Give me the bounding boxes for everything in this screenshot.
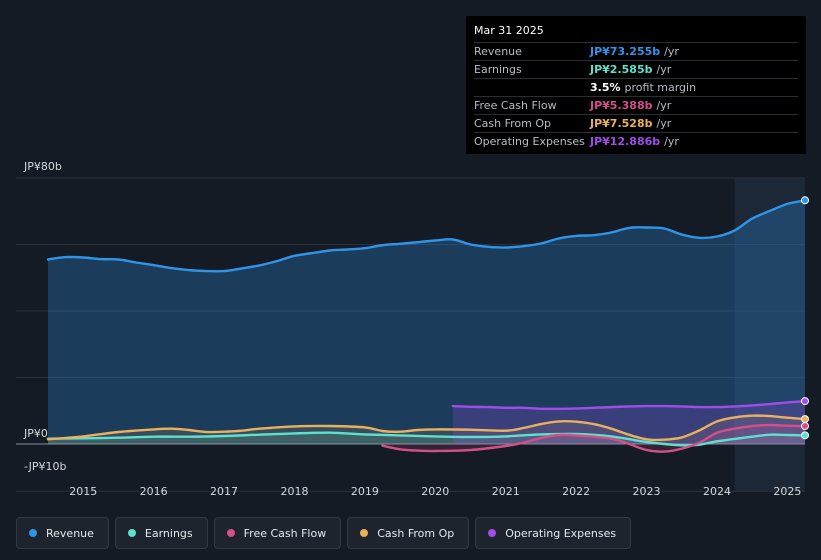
legend-label: Operating Expenses xyxy=(505,526,617,540)
tooltip-date: Mar 31 2025 xyxy=(474,24,544,37)
x-tick-label: 2024 xyxy=(703,485,731,498)
free-cash-flow-area xyxy=(382,425,805,452)
legend-item-revenue[interactable]: Revenue xyxy=(16,517,109,549)
free-cash-flow-end-marker[interactable] xyxy=(801,422,809,431)
tooltip-row-value: JP¥12.886b xyxy=(590,135,661,148)
chart-legend: Revenue Earnings Free Cash Flow Cash From O… xyxy=(16,517,632,549)
tooltip-row-label: Free Cash Flow xyxy=(474,99,557,112)
legend-dot-icon xyxy=(488,529,497,537)
series-areas xyxy=(48,200,805,452)
legend-dot-icon xyxy=(360,529,369,537)
cash-from-op-line xyxy=(46,414,807,442)
tooltip-rows: Revenue JP¥73.255b/yr Earnings JP¥2.585b/yr… xyxy=(474,42,798,150)
revenue-line xyxy=(46,199,807,273)
tooltip-row-value: JP¥7.528b xyxy=(590,117,653,130)
revenue-area xyxy=(48,200,805,444)
operating-expenses-end-marker[interactable] xyxy=(801,397,809,406)
x-tick-label: 2020 xyxy=(421,485,449,498)
tooltip-row-unit: /yr xyxy=(656,117,672,130)
tooltip-row-unit: /yr xyxy=(664,135,679,148)
x-tick-label: 2022 xyxy=(562,485,590,498)
legend-dot-icon xyxy=(29,529,37,537)
earnings-end-marker[interactable] xyxy=(801,431,809,440)
tooltip-row: Operating Expenses JP¥12.886b/yr xyxy=(474,132,798,150)
legend-item-operating-expenses[interactable]: Operating Expenses xyxy=(475,517,632,549)
x-tick-label: 2025 xyxy=(773,485,801,498)
tooltip-row-label: Operating Expenses xyxy=(474,135,585,148)
gridlines xyxy=(16,177,805,492)
legend-item-free-cash-flow[interactable]: Free Cash Flow xyxy=(213,517,342,549)
tooltip-row: Cash From Op JP¥7.528b/yr xyxy=(474,114,798,132)
y-axis-top-label: JP¥80b xyxy=(23,160,62,173)
free-cash-flow-line xyxy=(381,423,807,453)
legend-dot-icon xyxy=(127,529,136,537)
legend-item-cash-from-op[interactable]: Cash From Op xyxy=(347,517,470,549)
data-tooltip: Mar 31 2025 Revenue JP¥73.255b/yr Earnings… xyxy=(466,16,806,154)
x-tick-label: 2016 xyxy=(140,485,168,498)
tooltip-row-label: Cash From Op xyxy=(474,117,552,130)
x-tick-label: 2015 xyxy=(69,485,97,498)
tooltip-row: Revenue JP¥73.255b/yr xyxy=(474,42,798,60)
tooltip-row-value: JP¥5.388b xyxy=(590,99,653,112)
cash-from-op-end-marker[interactable] xyxy=(801,415,809,424)
tooltip-row-unit: /yr xyxy=(656,63,672,76)
tooltip-row: Earnings JP¥2.585b/yr xyxy=(474,60,798,78)
revenue-end-marker[interactable] xyxy=(801,196,809,205)
y-axis-bottom-label: -JP¥10b xyxy=(24,460,66,473)
tooltip-row-value: 3.5% xyxy=(590,81,621,94)
legend-label: Revenue xyxy=(46,526,94,540)
x-tick-label: 2021 xyxy=(492,485,520,498)
tooltip-row-label: Earnings xyxy=(474,63,522,76)
operating-expenses-line xyxy=(451,399,807,411)
legend-label: Earnings xyxy=(144,526,193,540)
tooltip-row-value: JP¥73.255b xyxy=(590,45,661,58)
x-tick-label: 2023 xyxy=(633,485,661,498)
series-lines xyxy=(46,199,807,453)
x-axis-ticks: 2015 2016 2017 2018 2019 2020 2021 2022 2023 2024… xyxy=(69,485,801,498)
tooltip-row-unit: /yr xyxy=(664,45,679,58)
tooltip-row-label: Revenue xyxy=(474,45,522,58)
tooltip-row-unit: /yr xyxy=(656,99,672,112)
x-tick-label: 2017 xyxy=(210,485,238,498)
tooltip-row: 3.5% profit margin xyxy=(474,78,798,96)
x-tick-label: 2018 xyxy=(280,485,308,498)
past-year-highlight xyxy=(734,178,805,492)
legend-label: Cash From Op xyxy=(377,526,455,540)
tooltip-row-unit: profit margin xyxy=(624,81,697,94)
legend-dot-icon xyxy=(226,529,235,537)
tooltip-row: Free Cash Flow JP¥5.388b/yr xyxy=(474,96,798,114)
earnings-line xyxy=(46,431,807,447)
tooltip-row-value: JP¥2.585b xyxy=(590,63,653,76)
legend-label: Free Cash Flow xyxy=(243,526,327,540)
series-end-markers xyxy=(801,196,809,440)
y-axis-zero-label: JP¥0 xyxy=(23,427,48,440)
legend-item-earnings[interactable]: Earnings xyxy=(114,517,208,549)
x-tick-label: 2019 xyxy=(351,485,379,498)
